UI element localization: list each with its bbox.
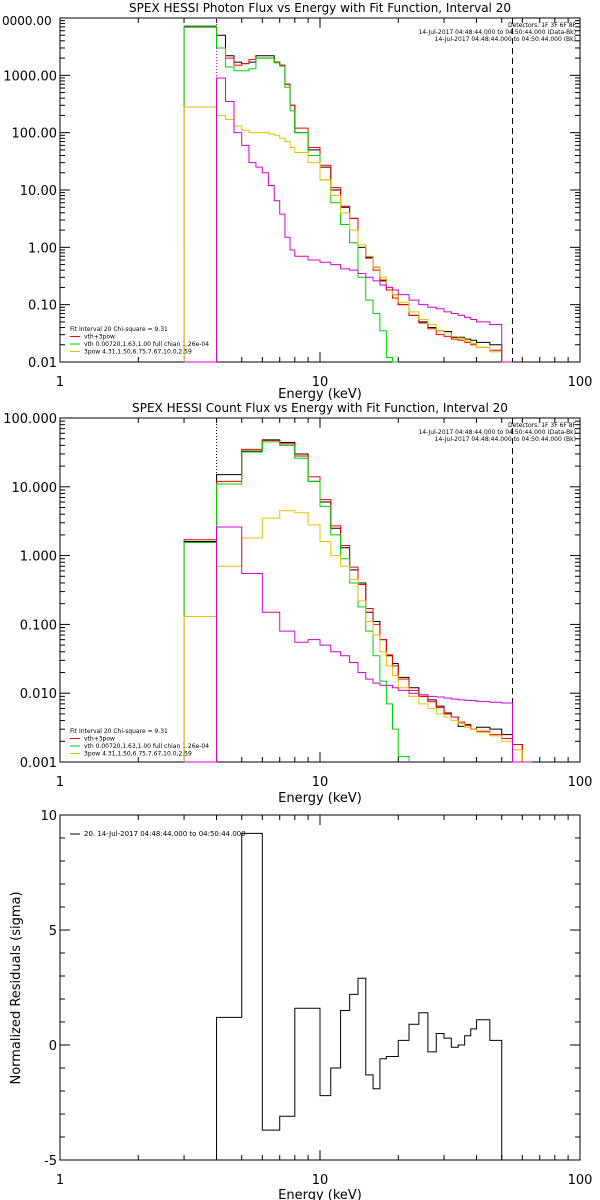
plot-frame <box>59 17 581 363</box>
x-tick-label: 1 <box>56 775 64 790</box>
legend: 20. 14-Jul-2017 04:48:44.000 to 04:50:44… <box>70 830 246 838</box>
legend-entry: 3pow 4.31,1.50,6.75,7.67,10.0,2.59 <box>84 349 192 356</box>
top-left-tick-label: 0000.00 <box>2 14 52 28</box>
x-axis-label: Energy (keV) <box>278 791 362 806</box>
y-tick-label: 100.00 <box>12 127 58 142</box>
y-tick-label: 0.100 <box>20 618 57 633</box>
legend-entry: vth 0.00720,1.63,1.00 full chian 1.26e-0… <box>84 341 209 348</box>
series-layer <box>183 439 532 763</box>
y-tick-label: 0.01 <box>28 356 57 371</box>
header-line: 14-Jul-2017 04:48:44.000 to 04:50:44.000… <box>418 429 576 436</box>
series-residuals <box>216 832 503 1161</box>
header-line: 14-Jul-2017 04:48:44.000 to 04:50:44.000… <box>435 36 576 43</box>
x-tick-label: 100 <box>568 1173 593 1188</box>
series-3pow <box>183 510 532 763</box>
y-tick-label: 0.001 <box>20 756 57 771</box>
legend-entry: vth 0.00720,1.63,1.00 full chian 1.26e-0… <box>84 743 209 750</box>
legend-entry: 20. 14-Jul-2017 04:48:44.000 to 04:50:44… <box>84 830 246 838</box>
y-tick-labels: 0.01 0.10 1.00 10.00 100.00 1000.00 <box>3 69 57 371</box>
x-tick-labels: 1 10 100 <box>56 1173 593 1188</box>
header-line: Detectors: 1F 3F 6F 8F <box>508 422 577 429</box>
y-tick-label: 5 <box>49 924 57 939</box>
tick-marks <box>59 17 581 363</box>
y-axis-label: Normalized Residuals (sigma) <box>9 891 24 1084</box>
y-tick-label: 0 <box>49 1039 57 1054</box>
y-tick-label: 1.000 <box>20 550 57 565</box>
legend: Fit Interval 20 Chi-square = 9.31vth+3po… <box>70 728 209 758</box>
series-bk <box>184 526 532 763</box>
series-vth <box>183 25 399 363</box>
x-tick-labels: 1 10 100 <box>56 375 593 390</box>
count-flux-panel: SPEX HESSI Count Flux vs Energy with Fit… <box>3 401 592 806</box>
y-tick-label: 100.000 <box>3 412 57 427</box>
y-tick-label: 10 <box>40 809 57 824</box>
series-layer <box>216 832 503 1161</box>
y-tick-label: 1000.00 <box>3 69 57 84</box>
legend-entry: Fit Interval 20 Chi-square = 9.31 <box>70 728 168 735</box>
chart-title: SPEX HESSI Photon Flux vs Energy with Fi… <box>129 1 511 15</box>
y-tick-label: 10.00 <box>20 184 57 199</box>
photon-flux-panel: SPEX HESSI Photon Flux vs Energy with Fi… <box>2 1 592 402</box>
x-tick-label: 10 <box>312 775 329 790</box>
series-data-bk <box>183 26 513 363</box>
x-tick-label: 1 <box>56 375 64 390</box>
residuals-panel: 1 10 100 -5 0 5 10 Energy (keV) Normalized Re… <box>9 809 592 1200</box>
header-line: Detectors: 1F 3F 6F 8F <box>508 22 577 29</box>
tick-marks <box>59 417 581 763</box>
y-tick-label: 0.010 <box>20 687 57 702</box>
legend-entry: vth+3pow <box>84 334 115 341</box>
x-axis-label: Energy (keV) <box>278 387 362 402</box>
y-tick-labels: 0.001 0.010 0.100 1.000 10.000 100.000 <box>3 412 57 771</box>
y-tick-label: 0.10 <box>28 299 57 314</box>
x-tick-label: 100 <box>568 375 593 390</box>
x-tick-label: 10 <box>312 1173 329 1188</box>
series-bk <box>184 77 513 363</box>
legend-entry: vth+3pow <box>84 736 115 743</box>
y-tick-label: -5 <box>44 1154 57 1169</box>
y-tick-label: 10.000 <box>12 481 58 496</box>
legend-entry: 3pow 4.31,1.50,6.75,7.67,10.0,2.59 <box>84 751 192 758</box>
x-axis-label: Energy (keV) <box>278 1188 362 1200</box>
chart-title: SPEX HESSI Count Flux vs Energy with Fit… <box>132 401 508 415</box>
y-tick-label: 1.00 <box>28 241 57 256</box>
x-tick-label: 1 <box>56 1173 64 1188</box>
legend: Fit Interval 20 Chi-square = 9.31vth+3po… <box>70 326 209 356</box>
header-line: 14-Jul-2017 04:48:44.000 to 04:50:44.000… <box>435 436 576 443</box>
series-3pow <box>183 106 513 363</box>
series-vth-3pow <box>183 25 513 363</box>
series-layer <box>183 25 513 363</box>
tick-marks <box>59 814 581 1161</box>
energy-markers <box>216 418 513 762</box>
energy-markers <box>216 18 513 362</box>
header-line: 14-Jul-2017 04:48:44.000 to 04:50:44.000… <box>418 29 576 36</box>
x-tick-label: 10 <box>312 375 329 390</box>
plot-frame <box>59 417 581 763</box>
y-tick-labels: -5 0 5 10 <box>40 809 57 1169</box>
legend-entry: Fit Interval 20 Chi-square = 9.31 <box>70 326 168 333</box>
series-vth <box>183 441 410 763</box>
x-tick-labels: 1 10 100 <box>56 775 593 790</box>
x-tick-label: 100 <box>568 775 593 790</box>
